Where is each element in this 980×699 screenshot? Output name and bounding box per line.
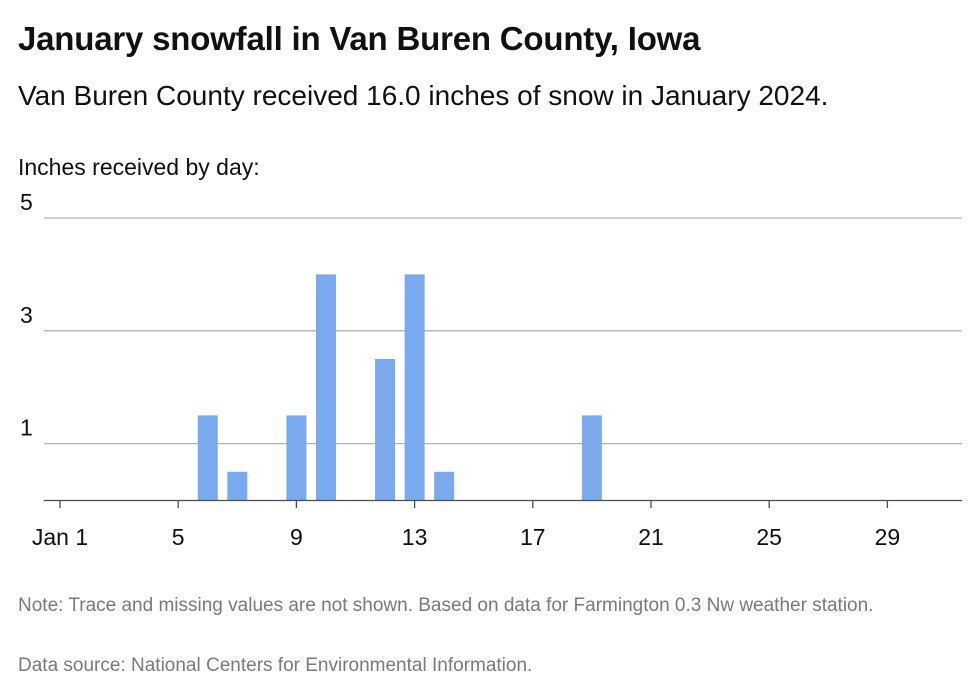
x-tick-label: 25 [756,524,782,550]
x-axis [44,499,962,508]
x-tick-labels: Jan 1 5 9 13 17 21 25 29 [32,524,900,550]
y-tick-labels: 1 3 5 [20,189,33,441]
snowfall-bar-chart: 135 Jan 1 5 9 13 17 21 25 29 [20,189,962,550]
bar-day-19 [581,415,602,500]
chart-note: Note: Trace and missing values are not s… [18,595,874,616]
bar-day-14 [434,471,455,500]
x-tick-label: 17 [520,524,546,550]
chart-title: January snowfall in Van Buren County, Io… [18,20,701,57]
bar-day-6 [197,415,218,500]
y-tick-label: 3 [20,302,33,328]
y-axis-caption: Inches received by day: [18,154,260,180]
bar-day-10 [315,274,336,500]
x-tick-label: Jan 1 [32,524,88,550]
data-source: Data source: National Centers for Enviro… [18,655,533,676]
bar-day-13 [404,274,425,500]
x-tick-label: 21 [638,524,664,550]
grid-lines [44,217,962,445]
bar-day-7 [227,471,248,500]
x-tick-label: 13 [402,524,428,550]
x-tick-label: 9 [290,524,303,550]
x-tick-label: 5 [172,524,185,550]
bars [197,274,602,500]
chart-subtitle: Van Buren County received 16.0 inches of… [18,80,829,111]
y-tick-label: 5 [20,189,33,215]
bar-day-12 [375,359,396,500]
bar-day-9 [286,415,307,500]
y-tick-label: 1 [20,415,33,441]
x-tick-label: 29 [875,524,901,550]
